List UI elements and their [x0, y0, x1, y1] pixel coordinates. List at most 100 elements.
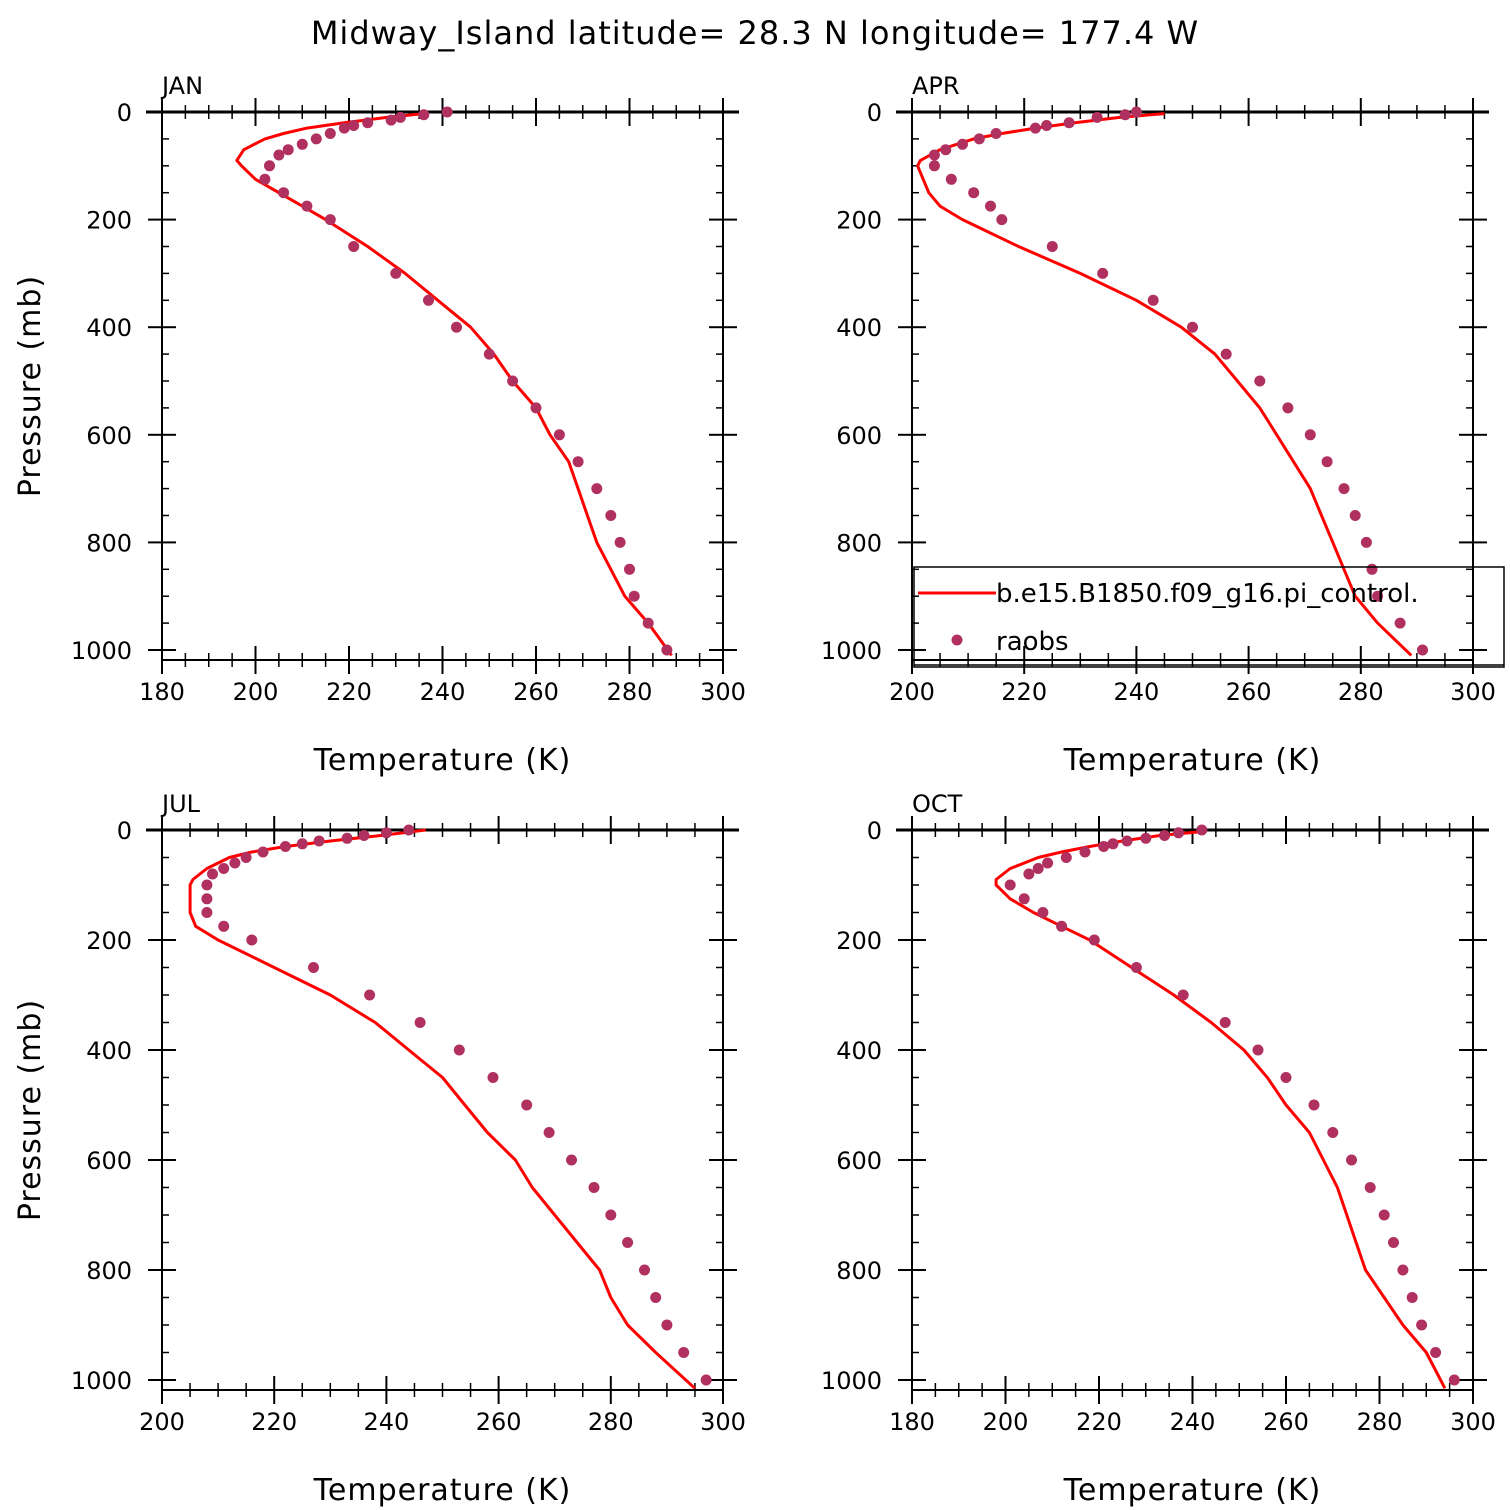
- obs-point: [1372, 590, 1384, 602]
- obs-point: [1430, 1347, 1442, 1358]
- y-tick-label: 800: [86, 1257, 132, 1285]
- y-tick-label: 800: [86, 529, 132, 557]
- obs-point: [229, 857, 241, 869]
- x-tick-label: 220: [1076, 1408, 1122, 1436]
- model-line: [235, 112, 673, 657]
- obs-point: [553, 429, 565, 441]
- obs-point: [1029, 122, 1041, 134]
- obs-point: [324, 214, 336, 226]
- y-tick-label: 1000: [821, 637, 882, 665]
- obs-point: [1046, 241, 1058, 252]
- obs-point: [418, 109, 430, 121]
- obs-point: [1338, 483, 1350, 495]
- obs-point: [1121, 835, 1133, 847]
- panel-title: OCT: [912, 790, 963, 818]
- obs-point: [1023, 868, 1035, 880]
- obs-point: [296, 838, 308, 850]
- x-tick-label: 240: [363, 1408, 409, 1436]
- obs-point: [968, 187, 980, 199]
- panel-jul: 200 220 240 260 280 300 0 200 400 600 800 1000 Tempe…: [13, 790, 746, 1508]
- obs-point: [259, 173, 271, 185]
- obs-points: [201, 824, 712, 1386]
- legend-box: [913, 566, 1505, 668]
- x-axis-title: Temperature (K): [313, 1473, 572, 1508]
- obs-point: [1032, 863, 1044, 874]
- obs-point: [1327, 1127, 1339, 1138]
- obs-point: [390, 267, 402, 279]
- y-tick-label: 0: [867, 99, 882, 127]
- obs-point: [451, 321, 462, 333]
- obs-point: [1037, 907, 1049, 918]
- obs-point: [628, 590, 640, 602]
- obs-point: [957, 138, 968, 150]
- obs-point: [1187, 321, 1198, 333]
- obs-point: [1098, 841, 1110, 852]
- y-tick-label: 400: [86, 1037, 132, 1065]
- legend-model-label: b.e15.B1850.f09_g16.pi_control.: [996, 579, 1419, 609]
- panel-jan: 180 200 220 240 260 280 300 0 200 400 600 800 1000 Te…: [13, 72, 746, 778]
- y-tick-label: 400: [836, 314, 882, 342]
- figure-title: Midway_Island latitude= 28.3 N longitude…: [311, 14, 1199, 52]
- obs-point: [1130, 962, 1142, 973]
- x-tick-label: 220: [251, 1408, 297, 1436]
- obs-point: [1088, 934, 1100, 946]
- obs-point: [348, 241, 360, 252]
- x-tick-label: 280: [588, 1408, 634, 1436]
- obs-point: [487, 1072, 499, 1083]
- x-tick-label: 300: [700, 1408, 746, 1436]
- obs-point: [1304, 429, 1316, 441]
- obs-point: [1308, 1099, 1320, 1111]
- x-axis-title: Temperature (K): [313, 743, 572, 778]
- y-tick-label: 800: [836, 529, 882, 557]
- obs-point: [990, 128, 1002, 139]
- x-tick-label: 200: [233, 678, 279, 706]
- obs-point: [201, 879, 213, 891]
- obs-point: [973, 133, 985, 145]
- panel-title: JAN: [160, 72, 203, 100]
- x-tick-label: 240: [1113, 678, 1159, 706]
- legend: b.e15.B1850.f09_g16.pi_control.raobs: [913, 566, 1505, 668]
- obs-point: [614, 536, 626, 548]
- model-line: [994, 830, 1447, 1389]
- obs-point: [1416, 1319, 1428, 1331]
- obs-point: [358, 830, 370, 841]
- obs-point: [453, 1044, 465, 1056]
- obs-point: [1091, 111, 1103, 123]
- obs-point: [1388, 1237, 1399, 1248]
- y-tick-label: 200: [86, 207, 132, 235]
- y-tick-label: 1000: [71, 1367, 132, 1395]
- obs-point: [543, 1127, 555, 1138]
- obs-point: [362, 117, 374, 129]
- panel-apr: 200 220 240 260 280 300 0 200 400 600 800 1000 Tempe…: [821, 72, 1496, 778]
- obs-point: [364, 989, 376, 1001]
- obs-point: [639, 1264, 650, 1276]
- obs-point: [207, 868, 218, 880]
- obs-point: [1349, 510, 1361, 521]
- obs-point: [700, 1374, 712, 1386]
- y-tick-label: 0: [117, 817, 132, 845]
- obs-point: [1147, 294, 1159, 306]
- obs-point: [521, 1099, 533, 1111]
- obs-point: [1448, 1374, 1460, 1386]
- obs-point: [341, 832, 353, 844]
- obs-point: [313, 835, 325, 847]
- obs-point: [201, 893, 213, 905]
- obs-point: [1063, 117, 1075, 129]
- model-line: [916, 112, 1413, 657]
- y-tick-label: 600: [86, 422, 132, 450]
- x-tick-label: 280: [607, 678, 653, 706]
- obs-point: [1406, 1292, 1418, 1303]
- obs-point: [507, 375, 519, 387]
- y-tick-label: 400: [86, 314, 132, 342]
- obs-point: [1219, 1017, 1231, 1028]
- obs-point: [218, 920, 230, 932]
- x-tick-label: 180: [139, 678, 185, 706]
- x-tick-label: 260: [1226, 678, 1272, 706]
- plot-frame: [161, 829, 724, 1391]
- obs-point: [1394, 617, 1406, 629]
- obs-point: [945, 173, 957, 185]
- x-tick-label: 260: [476, 1408, 522, 1436]
- obs-point: [296, 138, 308, 150]
- obs-point: [278, 187, 290, 199]
